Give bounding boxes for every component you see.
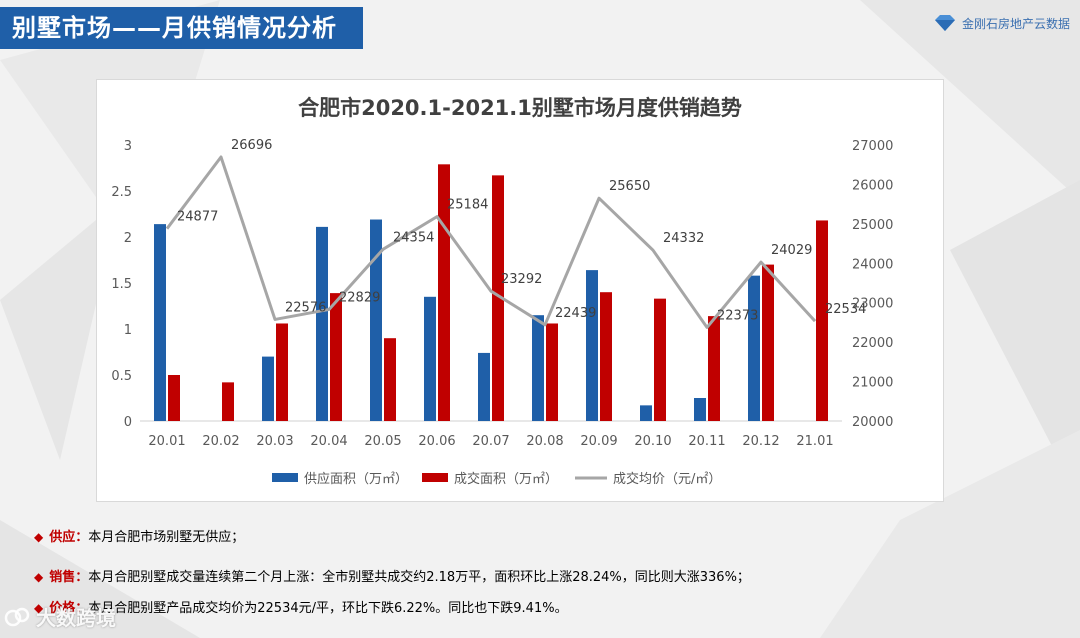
supply-bar (586, 270, 598, 421)
x-tick-label: 20.10 (634, 434, 671, 449)
y2-tick-label: 20000 (852, 415, 893, 430)
page-title: 别墅市场——月供销情况分析 (0, 7, 363, 49)
legend-label: 供应面积（万㎡） (304, 471, 408, 487)
chart-card (96, 79, 944, 502)
y2-tick-label: 25000 (852, 218, 893, 233)
y-tick-label: 2.5 (111, 185, 132, 200)
x-tick-label: 20.02 (202, 434, 239, 449)
x-tick-label: 20.07 (472, 434, 509, 449)
sales-bar (276, 323, 288, 421)
x-tick-label: 20.09 (580, 434, 617, 449)
note-text: 本月合肥别墅产品成交均价为22534元/平，环比下跌6.22%。同比也下跌9.4… (88, 601, 568, 616)
diamond-logo-icon (934, 15, 955, 31)
price-data-label: 25184 (447, 198, 488, 213)
sales-bar (384, 338, 396, 421)
supply-bar (316, 226, 328, 421)
y2-tick-label: 21000 (852, 376, 893, 391)
supply-bar (424, 296, 436, 421)
brand-logo: 金刚石房地产云数据 (934, 14, 1070, 32)
y2-tick-label: 27000 (852, 139, 893, 154)
brand-name: 金刚石房地产云数据 (961, 16, 1070, 31)
y-tick-label: 1.5 (111, 277, 132, 292)
supply-bar (640, 405, 652, 421)
watermark-text: 大数跨境 (36, 606, 116, 630)
note-label: 供应： (49, 530, 89, 545)
supply-bar (154, 224, 166, 421)
legend-label: 成交均价（元/㎡） (613, 471, 721, 487)
x-tick-label: 20.11 (688, 434, 725, 449)
price-data-label: 26696 (231, 138, 272, 153)
x-tick-label: 21.01 (796, 434, 833, 449)
y-tick-label: 2 (124, 231, 132, 246)
diamond-bullet-icon: ◆ (34, 530, 44, 544)
chart-title: 合肥市2020.1-2021.1别墅市场月度供销趋势 (298, 96, 742, 120)
sales-bar (546, 323, 558, 421)
diamond-bullet-icon: ◆ (34, 601, 44, 615)
sales-bar (168, 375, 180, 421)
diamond-bullet-icon: ◆ (34, 570, 44, 584)
price-data-label: 24354 (393, 230, 434, 245)
note-supply: ◆ 供应：本月合肥市场别墅无供应； (34, 526, 244, 545)
sales-bar (330, 293, 342, 421)
x-tick-label: 20.03 (256, 434, 293, 449)
supply-bar (478, 352, 490, 421)
price-data-label: 24332 (663, 231, 704, 246)
supply-bar (370, 219, 382, 421)
y2-tick-label: 22000 (852, 336, 893, 351)
price-line (165, 155, 817, 329)
x-tick-label: 20.12 (742, 434, 779, 449)
price-data-label: 22439 (555, 306, 596, 321)
note-sales: ◆ 销售：本月合肥别墅成交量连续第二个月上涨：全市别墅共成交约2.18万平，面积环… (34, 566, 750, 585)
price-data-label: 22534 (825, 302, 866, 317)
y-tick-label: 3 (124, 139, 132, 154)
price-data-label: 24029 (771, 243, 812, 258)
x-tick-label: 20.06 (418, 434, 455, 449)
price-data-label: 22829 (339, 290, 380, 305)
watermark: 大数跨境 (4, 602, 116, 631)
note-text: 本月合肥市场别墅无供应； (88, 530, 245, 545)
y-tick-label: 0 (124, 415, 132, 430)
sales-bar (222, 382, 234, 421)
sales-bar (654, 298, 666, 421)
legend-swatch (422, 473, 448, 482)
note-label: 价格： (49, 601, 89, 616)
note-price: ◆ 价格：本月合肥别墅产品成交均价为22534元/平，环比下跌6.22%。同比也下… (34, 597, 568, 616)
price-data-label: 25650 (609, 179, 650, 194)
note-label: 销售： (49, 570, 89, 585)
price-data-label: 23292 (501, 272, 542, 287)
x-tick-label: 20.04 (310, 434, 347, 449)
watermark-logo-icon (4, 607, 30, 626)
y2-tick-label: 23000 (852, 297, 893, 312)
supply-bar (262, 356, 274, 421)
legend-swatch (272, 473, 298, 482)
y2-tick-label: 26000 (852, 178, 893, 193)
note-text: 本月合肥别墅成交量连续第二个月上涨：全市别墅共成交约2.18万平，面积环比上涨2… (88, 570, 750, 585)
supply-bar (532, 315, 544, 421)
y-tick-label: 1 (124, 323, 132, 338)
price-data-label: 24877 (177, 210, 218, 225)
supply-bar (694, 398, 706, 421)
y2-tick-label: 24000 (852, 257, 893, 272)
sales-bar (762, 264, 774, 421)
supply-bar (748, 275, 760, 421)
sales-bar (492, 175, 504, 421)
sales-bar (816, 220, 828, 421)
sales-bar (708, 316, 720, 421)
price-data-label: 22373 (717, 308, 758, 323)
y-tick-label: 0.5 (111, 369, 132, 384)
x-tick-label: 20.08 (526, 434, 563, 449)
price-data-label: 22576 (285, 300, 326, 315)
sales-bar (600, 292, 612, 421)
legend-label: 成交面积（万㎡） (454, 471, 558, 487)
x-tick-label: 20.05 (364, 434, 401, 449)
x-tick-label: 20.01 (148, 434, 185, 449)
